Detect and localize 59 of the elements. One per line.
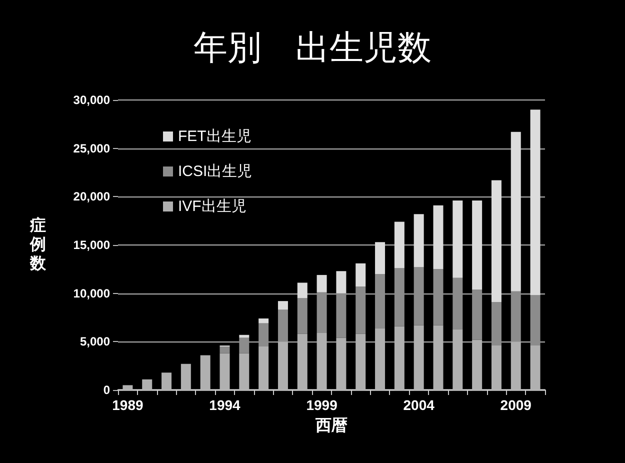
bar <box>491 346 502 390</box>
y-axis-title: 症例数 <box>29 216 47 272</box>
bar <box>394 222 404 268</box>
bar <box>200 355 210 390</box>
y-tick-label: 5,000 <box>80 334 110 349</box>
bar <box>239 353 250 390</box>
bar <box>220 346 230 354</box>
legend-label: IVF出生児 <box>178 198 246 215</box>
bar <box>433 205 444 270</box>
x-tick-label: 1999 <box>306 397 338 413</box>
bar <box>530 346 540 390</box>
bar <box>278 301 288 310</box>
bar <box>297 282 308 298</box>
bar <box>239 334 250 338</box>
legend-label: ICSI出生児 <box>178 163 252 180</box>
bar <box>510 132 521 292</box>
bar <box>414 325 424 390</box>
bar <box>297 298 308 334</box>
x-tick-label: 1994 <box>209 397 241 413</box>
bar <box>414 214 424 268</box>
bar <box>316 332 327 390</box>
bar <box>394 326 404 390</box>
y-tick-label: 25,000 <box>73 141 110 156</box>
y-tick-label: 20,000 <box>73 190 110 204</box>
y-tick-label: 15,000 <box>73 238 110 252</box>
bar <box>356 334 366 390</box>
bar <box>278 310 288 342</box>
bar <box>472 340 482 390</box>
bar <box>530 110 540 296</box>
y-tick-label: 30,000 <box>73 93 110 107</box>
bar <box>452 200 463 278</box>
bar <box>336 338 346 390</box>
bar <box>375 242 386 274</box>
bar <box>122 385 133 390</box>
bar <box>180 364 191 390</box>
bar <box>375 328 386 390</box>
x-tick-label: 2009 <box>500 397 532 413</box>
bar <box>356 263 366 287</box>
y-tick-label: 10,000 <box>73 286 110 300</box>
legend-label: FET出生児 <box>178 128 252 145</box>
bar <box>258 346 269 390</box>
bar <box>491 180 502 302</box>
bar <box>472 200 482 290</box>
bar <box>220 353 230 390</box>
bar <box>316 274 327 292</box>
bar <box>510 342 521 390</box>
bar <box>452 329 463 390</box>
bar <box>162 372 172 390</box>
x-axis-title: 西暦 <box>314 416 348 434</box>
x-tick-label: 1989 <box>112 397 144 413</box>
bar <box>258 318 269 324</box>
bar <box>297 334 308 390</box>
bar <box>433 325 444 390</box>
chart-title: 年別 出生児数 <box>194 29 432 67</box>
y-tick-label: 0 <box>103 383 110 397</box>
bar <box>142 379 152 390</box>
x-tick-label: 2004 <box>403 397 435 413</box>
bar <box>278 342 288 390</box>
bar <box>336 271 346 294</box>
